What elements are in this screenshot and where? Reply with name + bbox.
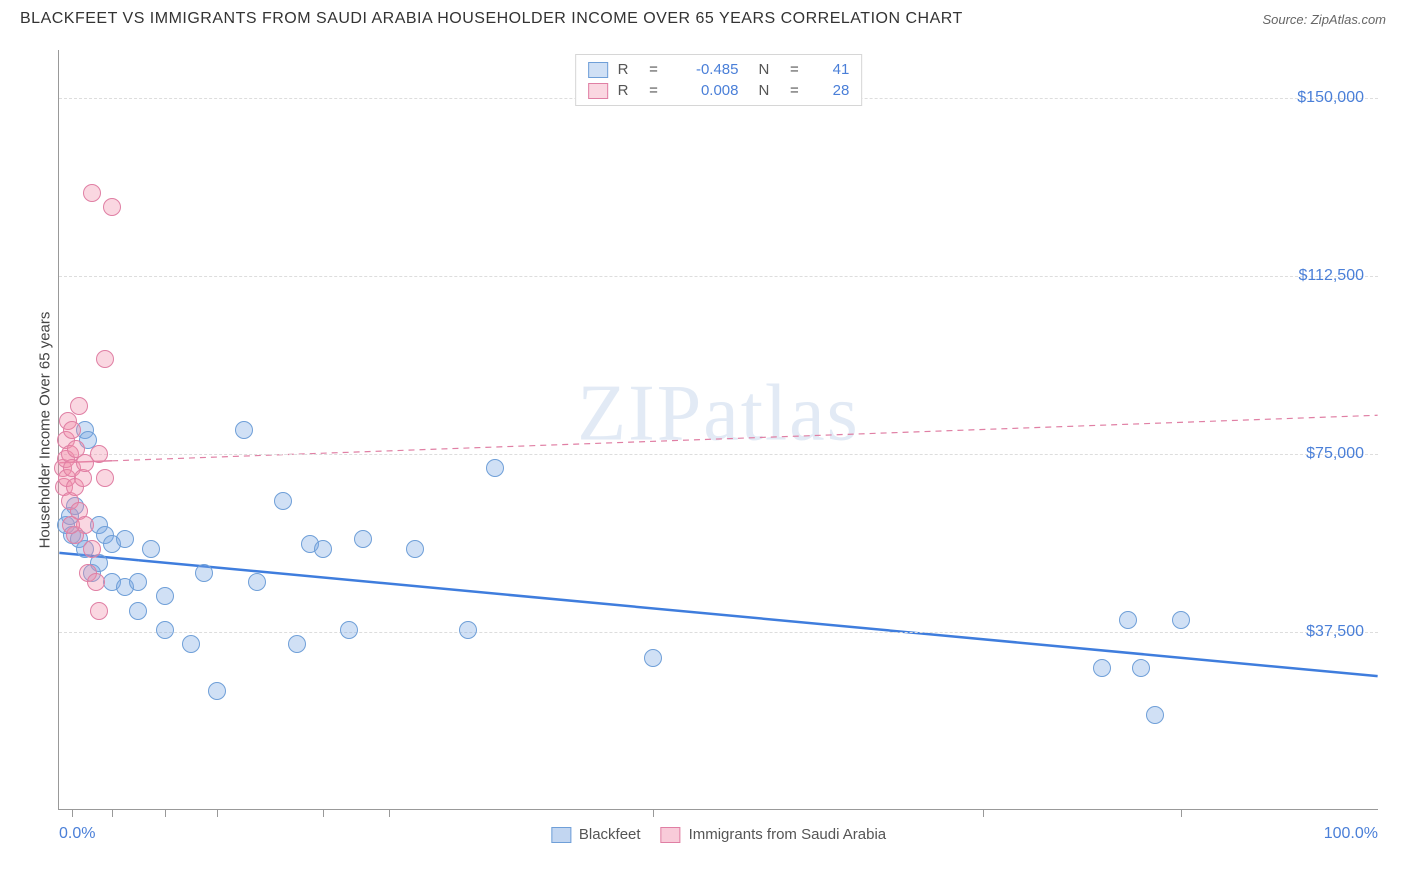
scatter-point	[87, 573, 105, 591]
legend-item: Blackfeet	[551, 826, 641, 843]
legend-label: Immigrants from Saudi Arabia	[689, 826, 887, 843]
scatter-point	[129, 573, 147, 591]
scatter-point	[1172, 611, 1190, 629]
scatter-point	[354, 530, 372, 548]
x-tick	[217, 809, 218, 817]
y-tick-label: $150,000	[1297, 89, 1364, 107]
scatter-point	[314, 540, 332, 558]
legend-N-value: 41	[819, 61, 849, 78]
x-tick	[983, 809, 984, 817]
x-axis-min-label: 0.0%	[59, 825, 95, 843]
x-tick	[72, 809, 73, 817]
scatter-point	[62, 516, 80, 534]
y-tick-label: $37,500	[1306, 623, 1364, 641]
plot-area: Householder Income Over 65 years ZIPatla…	[58, 50, 1378, 810]
y-tick-label: $75,000	[1306, 445, 1364, 463]
scatter-point	[288, 635, 306, 653]
legend-series: Blackfeet Immigrants from Saudi Arabia	[551, 826, 886, 843]
chart-header: BLACKFEET VS IMMIGRANTS FROM SAUDI ARABI…	[0, 0, 1406, 34]
scatter-point	[103, 198, 121, 216]
x-tick	[389, 809, 390, 817]
scatter-point	[1093, 659, 1111, 677]
scatter-point	[182, 635, 200, 653]
legend-N-label: N	[759, 61, 770, 78]
legend-swatch	[551, 827, 571, 843]
legend-swatch	[588, 62, 608, 78]
chart-container: Householder Income Over 65 years ZIPatla…	[20, 40, 1390, 870]
scatter-point	[96, 350, 114, 368]
gridline	[59, 276, 1378, 277]
scatter-point	[459, 621, 477, 639]
scatter-point	[156, 587, 174, 605]
equals-icon: =	[639, 82, 669, 99]
legend-stat-row: R = 0.008 N = 28	[588, 80, 850, 101]
equals-icon: =	[639, 61, 669, 78]
scatter-point	[644, 649, 662, 667]
trendlines-layer	[59, 50, 1378, 809]
x-axis-max-label: 100.0%	[1324, 825, 1378, 843]
x-tick	[165, 809, 166, 817]
scatter-point	[156, 621, 174, 639]
legend-R-label: R	[618, 61, 629, 78]
legend-N-value: 28	[819, 82, 849, 99]
x-tick	[323, 809, 324, 817]
scatter-point	[1132, 659, 1150, 677]
x-tick	[1181, 809, 1182, 817]
legend-label: Blackfeet	[579, 826, 641, 843]
scatter-point	[195, 564, 213, 582]
legend-stats: R = -0.485 N = 41 R = 0.008 N = 28	[575, 54, 863, 106]
watermark: ZIPatlas	[577, 369, 860, 460]
legend-R-label: R	[618, 82, 629, 99]
y-tick-label: $112,500	[1298, 267, 1364, 285]
gridline	[59, 454, 1378, 455]
x-tick	[653, 809, 654, 817]
scatter-point	[235, 421, 253, 439]
scatter-point	[83, 184, 101, 202]
legend-item: Immigrants from Saudi Arabia	[661, 826, 887, 843]
scatter-point	[142, 540, 160, 558]
scatter-point	[340, 621, 358, 639]
scatter-point	[1119, 611, 1137, 629]
scatter-point	[116, 530, 134, 548]
gridline	[59, 632, 1378, 633]
scatter-point	[1146, 706, 1164, 724]
scatter-point	[129, 602, 147, 620]
scatter-point	[274, 492, 292, 510]
y-axis-title: Householder Income Over 65 years	[37, 311, 54, 548]
chart-title: BLACKFEET VS IMMIGRANTS FROM SAUDI ARABI…	[20, 10, 963, 28]
scatter-point	[486, 459, 504, 477]
legend-N-label: N	[759, 82, 770, 99]
scatter-point	[248, 573, 266, 591]
scatter-point	[63, 421, 81, 439]
scatter-point	[83, 540, 101, 558]
scatter-point	[90, 445, 108, 463]
equals-icon: =	[779, 82, 809, 99]
legend-R-value: -0.485	[679, 61, 739, 78]
x-tick	[112, 809, 113, 817]
scatter-point	[90, 602, 108, 620]
legend-swatch	[588, 83, 608, 99]
chart-source: Source: ZipAtlas.com	[1262, 12, 1386, 27]
scatter-point	[70, 397, 88, 415]
legend-R-value: 0.008	[679, 82, 739, 99]
scatter-point	[208, 682, 226, 700]
scatter-point	[406, 540, 424, 558]
equals-icon: =	[779, 61, 809, 78]
scatter-point	[96, 469, 114, 487]
legend-stat-row: R = -0.485 N = 41	[588, 59, 850, 80]
legend-swatch	[661, 827, 681, 843]
